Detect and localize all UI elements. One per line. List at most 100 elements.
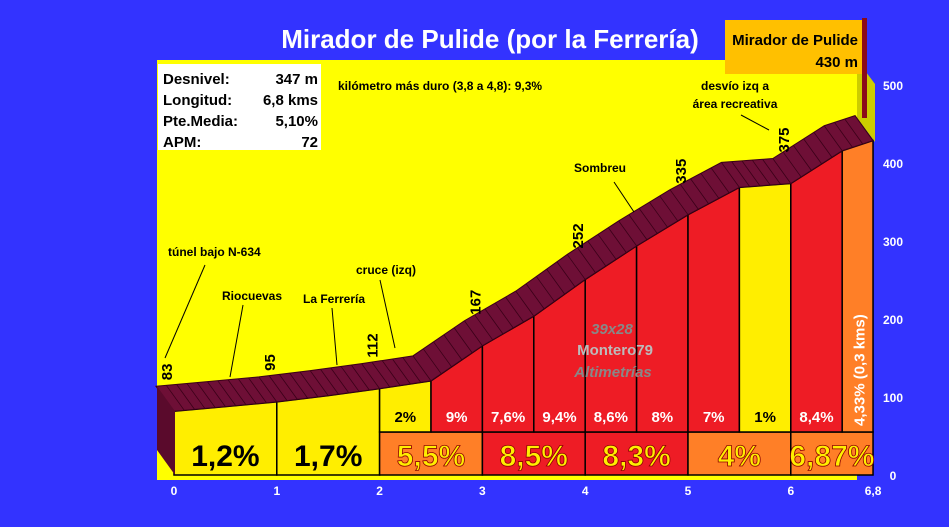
band-hatch — [443, 334, 463, 361]
band-hatch — [381, 360, 401, 386]
altitude-label: 112 — [365, 333, 382, 357]
annotation-leader — [331, 307, 338, 366]
x-tick-label: 0 — [171, 484, 178, 498]
band-hatch — [186, 383, 206, 409]
y-tick-label: 0 — [890, 469, 897, 483]
km-gradient-label: 6,87% — [789, 440, 874, 473]
km-gradient-label: 1,7% — [294, 440, 362, 473]
band-hatch — [289, 372, 308, 399]
band-hatch — [258, 376, 278, 403]
band-hatch — [279, 374, 298, 400]
watermark-line: 39x28 — [591, 321, 633, 338]
band-hatch — [669, 189, 689, 215]
band-hatch — [330, 367, 350, 394]
annotation-label: túnel bajo N-634 — [168, 245, 261, 259]
band-hatch — [731, 161, 751, 187]
band-left-face — [157, 386, 175, 475]
band-hatch — [340, 366, 360, 392]
band-hatch — [309, 370, 329, 396]
band-hatch — [494, 302, 514, 329]
band-hatch — [607, 227, 627, 253]
band-hatch — [237, 378, 257, 405]
stat-value: 6,8 kms — [263, 92, 318, 109]
band-hatch — [659, 195, 679, 222]
band-hatch — [505, 296, 524, 323]
stat-value: 5,10% — [275, 113, 318, 130]
half-km-gradient-label: 2% — [394, 409, 416, 426]
band-hatch — [350, 364, 370, 391]
annotation-label: Sombreu — [574, 161, 626, 175]
annotation-label: cruce (izq) — [356, 263, 416, 277]
y-tick-label: 200 — [883, 313, 903, 327]
km-gradient-label: 4% — [718, 440, 761, 473]
band-hatch — [679, 184, 699, 210]
half-km-gradient-label: 4,33% (0,3 kms) — [852, 314, 869, 426]
stat-label: APM: — [163, 134, 201, 151]
x-tick-label: 1 — [273, 484, 280, 498]
watermark-line: Montero79 — [577, 342, 653, 359]
chart-title: Mirador de Pulide (por la Ferrería) — [281, 24, 699, 54]
band-hatch — [823, 125, 843, 151]
band-hatch — [772, 158, 792, 184]
band-hatch — [587, 240, 607, 267]
band-hatch — [484, 308, 504, 335]
band-hatch — [618, 220, 637, 247]
band-hatch — [515, 290, 535, 317]
annotation-leader — [229, 304, 244, 378]
y-tick-label: 100 — [883, 391, 903, 405]
stat-label: Longitud: — [163, 92, 232, 109]
band-hatch — [577, 247, 596, 273]
band-hatch — [176, 384, 195, 410]
stat-label: Pte.Media: — [163, 113, 238, 130]
x-tick-label: 2 — [376, 484, 383, 498]
half-km-gradient-label: 7% — [703, 409, 725, 426]
band-hatch — [751, 159, 771, 186]
km-gradient-label: 8,5% — [500, 440, 568, 473]
annotation-label: La Ferrería — [303, 292, 365, 306]
km-gradient-label: 1,2% — [191, 440, 259, 473]
band-hatch — [453, 327, 473, 353]
altitude-label: 83 — [159, 364, 176, 381]
band-hatch — [402, 357, 422, 383]
half-km-gradient-label: 7,6% — [491, 409, 525, 426]
band-hatch — [803, 138, 822, 165]
stat-label: Desnivel: — [163, 71, 230, 88]
band-hatch — [782, 151, 802, 178]
half-km-gradient-label: 9% — [446, 409, 468, 426]
band-hatch — [813, 132, 833, 158]
band-hatch — [834, 122, 853, 148]
band-hatch — [392, 358, 411, 385]
band-hatch — [474, 314, 494, 341]
band-hatch — [412, 355, 432, 382]
band-hatch — [422, 348, 442, 375]
km-gradient-label: 8,3% — [602, 440, 670, 473]
band-hatch — [690, 178, 709, 205]
km-segment-box — [687, 431, 792, 476]
half-km-column — [738, 182, 792, 433]
band-hatch — [248, 377, 267, 404]
band-hatch — [433, 341, 452, 368]
band-hatch — [217, 380, 237, 406]
stat-value: 72 — [301, 134, 318, 151]
altitude-label: 375 — [776, 127, 793, 152]
km-segment-box — [584, 431, 689, 476]
band-hatch — [361, 363, 380, 389]
x-tick-label: 4 — [582, 484, 589, 498]
half-km-gradient-label: 1% — [754, 409, 776, 426]
band-hatch — [762, 159, 781, 185]
band-hatch — [207, 381, 226, 407]
band-hatch — [721, 162, 740, 188]
annotation-leader — [164, 264, 206, 359]
band-hatch — [525, 283, 545, 310]
annotation-leader — [613, 181, 635, 213]
band-hatch — [741, 160, 761, 187]
half-km-gradient-label: 8,4% — [799, 409, 833, 426]
band-hatch — [597, 234, 617, 260]
km-segment-box — [790, 431, 874, 476]
half-km-gradient-label: 9,4% — [542, 409, 576, 426]
band-hatch — [649, 201, 668, 228]
annotation-label: Riocuevas — [222, 289, 282, 303]
altitude-label: 167 — [467, 290, 484, 315]
stats-box — [158, 64, 321, 150]
y-tick-label: 300 — [883, 235, 903, 249]
